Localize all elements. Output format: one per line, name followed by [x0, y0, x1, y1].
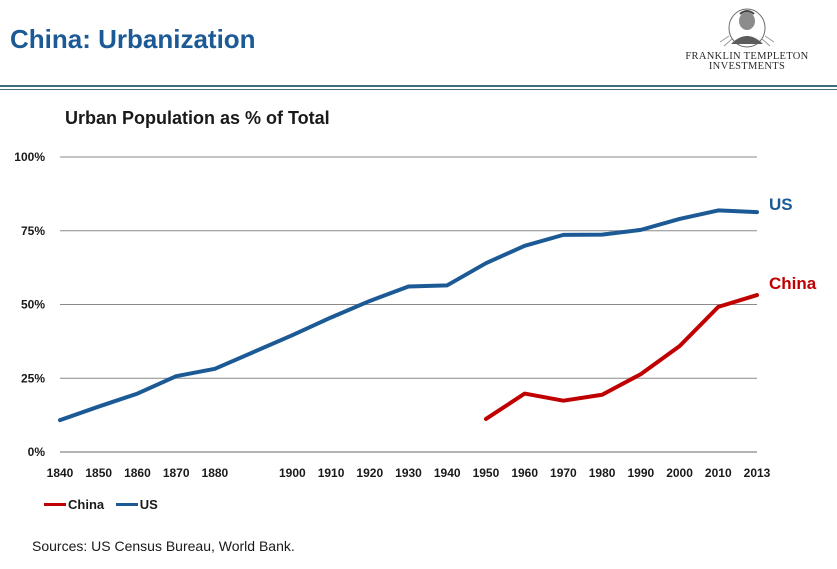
x-tick-label: 1840 [47, 466, 74, 480]
x-tick-label: 1930 [395, 466, 422, 480]
x-tick-label: 2013 [744, 466, 771, 480]
portrait-emblem-icon [719, 8, 775, 48]
x-tick-label: 1880 [202, 466, 229, 480]
legend-swatch-china [44, 503, 66, 506]
x-tick-label: 1970 [550, 466, 577, 480]
y-tick-label: 25% [21, 371, 45, 385]
x-tick-label: 2000 [666, 466, 693, 480]
x-tick-label: 1990 [627, 466, 654, 480]
series-end-label-china: China [769, 274, 817, 293]
legend-item-china: China [44, 497, 104, 512]
x-tick-label: 1850 [85, 466, 112, 480]
x-tick-label: 1980 [589, 466, 616, 480]
logo-line2: INVESTMENTS [708, 61, 786, 72]
series-end-label-us: US [769, 195, 793, 214]
legend-label-china: China [68, 497, 105, 512]
header-divider [0, 85, 837, 87]
page-title: China: Urbanization [10, 24, 256, 54]
chart-title: Urban Population as % of Total [65, 108, 330, 128]
y-tick-label: 75% [21, 224, 45, 238]
y-tick-label: 100% [14, 150, 45, 164]
sources-note: Sources: US Census Bureau, World Bank. [32, 538, 295, 554]
legend-swatch-us [115, 503, 138, 506]
y-tick-label: 0% [28, 445, 46, 459]
x-tick-label: 2010 [705, 466, 732, 480]
x-tick-label: 1900 [279, 466, 306, 480]
series-line-china [483, 293, 759, 421]
legend: China US [44, 494, 166, 512]
legend-item-us: US [115, 497, 158, 512]
x-tick-label: 1940 [434, 466, 461, 480]
x-tick-label: 1910 [318, 466, 345, 480]
legend-label-us: US [139, 497, 158, 512]
logo-line1: FRANKLIN TEMPLETON [685, 51, 809, 62]
company-logo: FRANKLIN TEMPLETON INVESTMENTS [682, 8, 812, 74]
x-tick-label: 1870 [163, 466, 190, 480]
y-tick-label: 50% [21, 298, 45, 312]
x-tick-label: 1860 [124, 466, 151, 480]
x-tick-label: 1920 [356, 466, 383, 480]
x-tick-label: 1960 [511, 466, 538, 480]
series-line-us [58, 208, 759, 423]
header-divider-thin [0, 89, 837, 90]
x-tick-label: 1950 [473, 466, 500, 480]
